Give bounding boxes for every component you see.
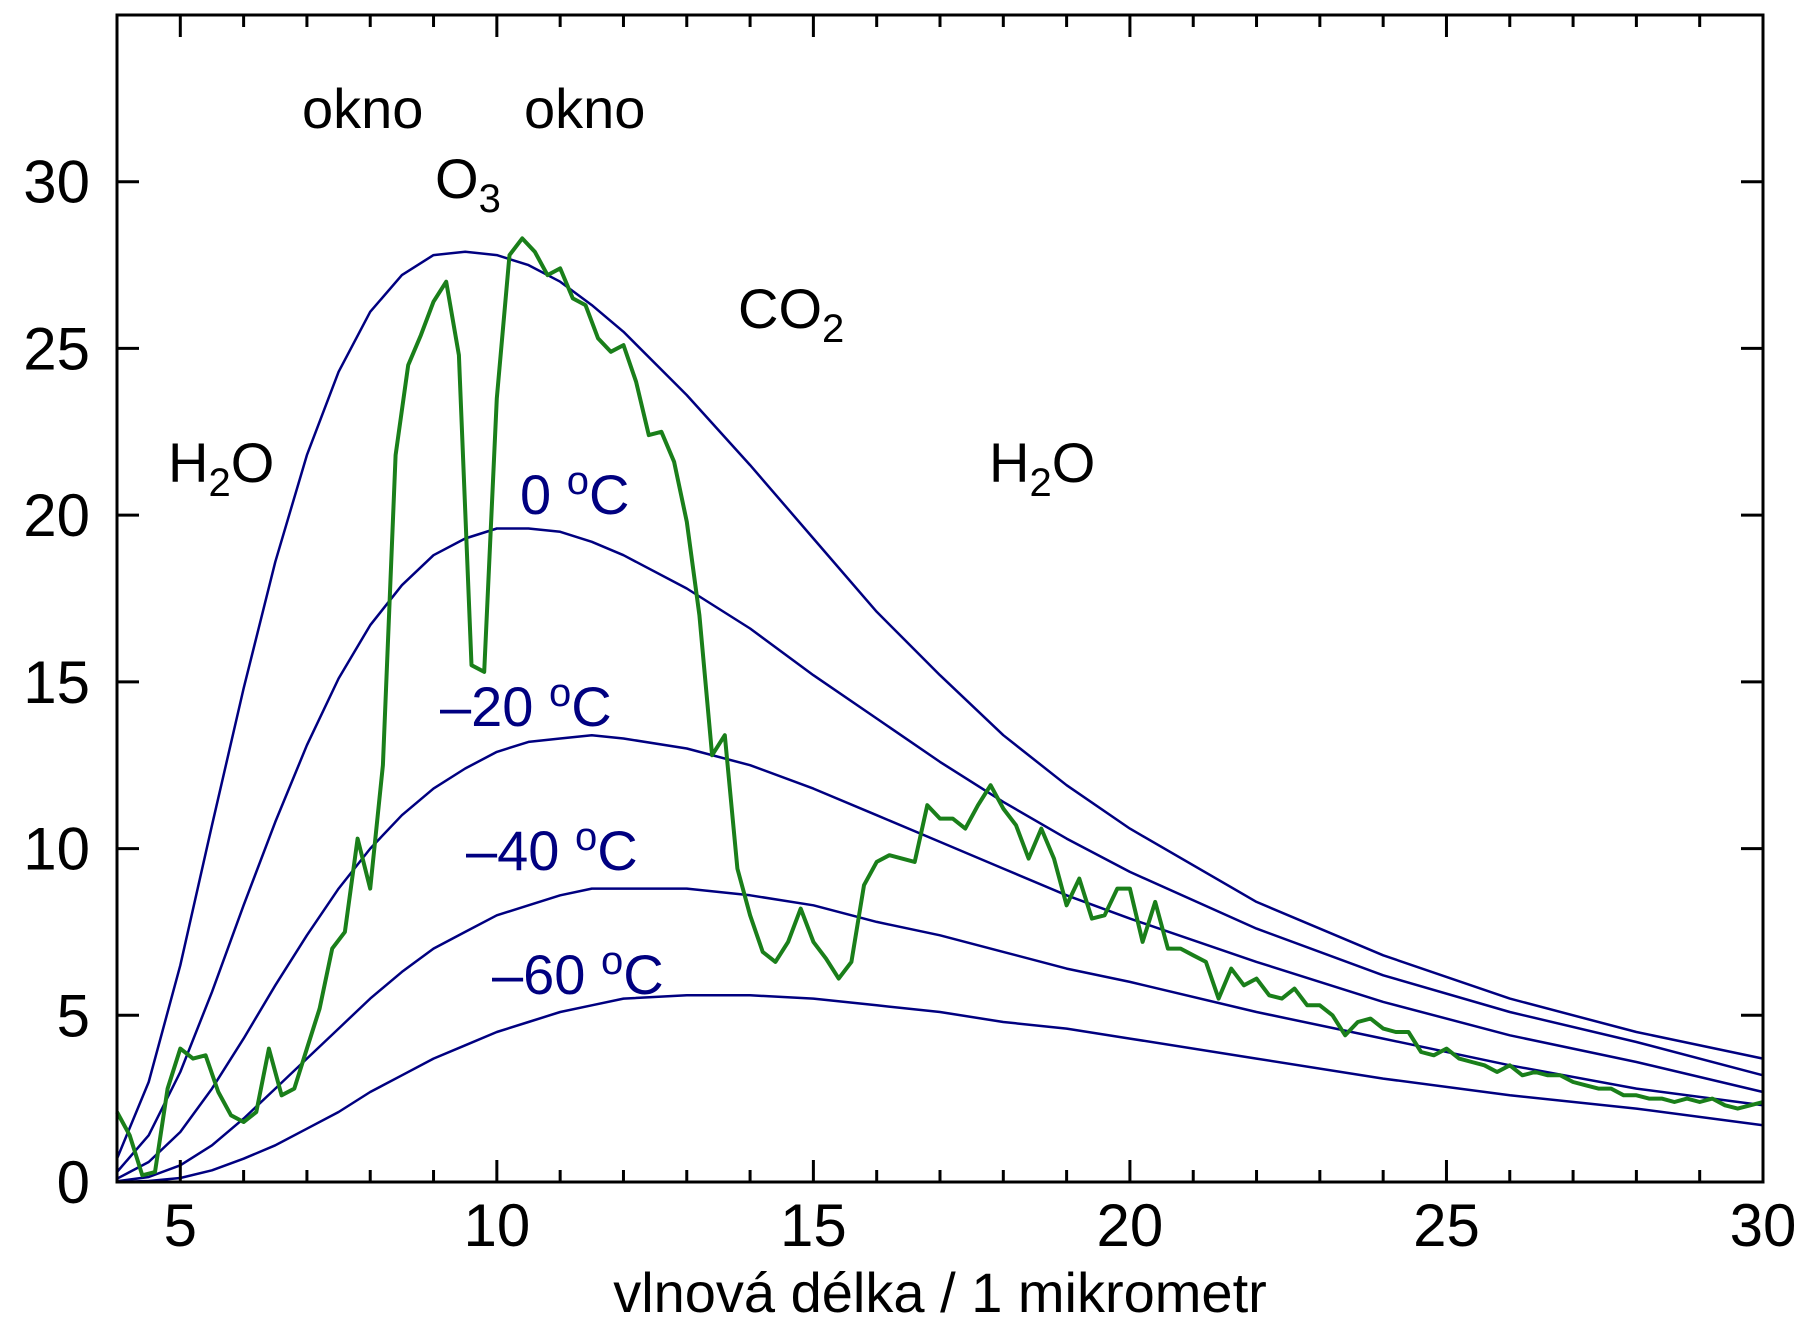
annotation-o3-subscript: 3	[479, 177, 501, 221]
y-tick-label: 0	[57, 1149, 90, 1216]
annotation-co2-subscript: 2	[822, 307, 844, 351]
annotation-co2: CO2	[738, 277, 844, 351]
annotation-t60-tail: C	[623, 943, 663, 1006]
x-tick-label: 25	[1413, 1192, 1480, 1259]
annotation-h2o-right-subscript: 2	[1029, 461, 1051, 505]
curves-layer	[115, 236, 1764, 1184]
spectrum-line	[115, 236, 1764, 1178]
annotation-t20: –20 oC	[440, 671, 612, 738]
annotation-t40-tail: C	[597, 819, 637, 882]
plot-frame	[115, 13, 1765, 1184]
annotation-o3: O3	[435, 147, 501, 221]
annotation-t40: –40 oC	[466, 815, 638, 882]
planck-curve-line	[116, 994, 1764, 1184]
annotation-t0-tail: C	[589, 463, 629, 526]
planck-curve-line	[116, 887, 1764, 1183]
annotation-t20-tail: C	[571, 675, 611, 738]
annotation-t60-superscript: o	[601, 939, 623, 983]
annotation-t40-superscript: o	[575, 815, 597, 859]
x-tick-label: 20	[1097, 1192, 1164, 1259]
annotation-h2o-right-base: H	[989, 431, 1029, 494]
y-tick-label: 20	[23, 482, 90, 549]
x-tick-label: 10	[463, 1192, 530, 1259]
y-tick-label: 25	[23, 315, 90, 382]
x-tick-label: 5	[164, 1192, 197, 1259]
y-tick-label: 10	[23, 816, 90, 883]
x-tick-label: 15	[780, 1192, 847, 1259]
y-tick-label: 15	[23, 649, 90, 716]
annotation-co2-base: CO	[738, 277, 822, 340]
annotation-h2o-left-tail: O	[231, 431, 275, 494]
annotation-t0-superscript: o	[567, 459, 589, 503]
annotation-t0-base: 0	[520, 463, 567, 526]
annotation-t60-base: –60	[492, 943, 601, 1006]
annotation-h2o-right: H2O	[989, 431, 1095, 505]
annotation-t0: 0 oC	[520, 459, 629, 526]
y-tick-label: 30	[23, 149, 90, 216]
annotation-okno1: okno	[302, 77, 423, 140]
annotation-h2o-right-tail: O	[1052, 431, 1096, 494]
x-tick-label: 30	[1730, 1192, 1797, 1259]
annotation-t20-superscript: o	[549, 671, 571, 715]
annotation-t20-base: –20	[440, 675, 549, 738]
planck-curve-line	[116, 733, 1764, 1180]
annotation-t60: –60 oC	[492, 939, 664, 1006]
annotation-o3-base: O	[435, 147, 479, 210]
annotation-t40-base: –40	[466, 819, 575, 882]
y-tick-label: 5	[57, 982, 90, 1049]
planck-curve-line	[115, 250, 1764, 1160]
annotation-h2o-left-subscript: 2	[208, 461, 230, 505]
annotation-okno2: okno	[524, 77, 645, 140]
annotation-h2o-left: H2O	[168, 431, 274, 505]
annotation-h2o-left-base: H	[168, 431, 208, 494]
ticks-layer	[115, 15, 1765, 1184]
planck-curve-line	[116, 527, 1764, 1173]
x-axis-label: vlnová délka / 1 mikrometr	[613, 1261, 1267, 1324]
